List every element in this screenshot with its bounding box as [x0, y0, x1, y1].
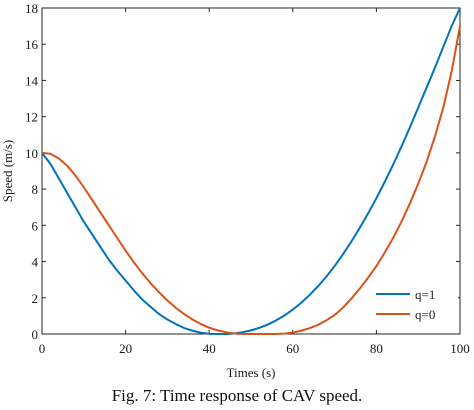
y-tick-label: 0	[32, 327, 39, 342]
x-axis-label: Times (s)	[226, 365, 275, 380]
tick-group: 0 20 40 60 80 100 0 2 4 6 8 10 12 14 16 18	[25, 1, 470, 356]
y-tick-label: 10	[25, 146, 38, 161]
y-tick-label: 14	[25, 73, 39, 88]
series-group	[41, 7, 461, 335]
y-tick-label: 4	[32, 255, 39, 270]
x-tick-label: 0	[39, 341, 46, 356]
y-axis-label: Speed (m/s)	[0, 140, 15, 202]
legend: q=1 q=0	[370, 284, 458, 324]
y-tick-label: 18	[25, 1, 38, 16]
series-line-q0	[41, 25, 461, 335]
x-tick-label: 100	[450, 341, 470, 356]
x-tick-label: 40	[203, 341, 216, 356]
y-tick-label: 2	[32, 291, 39, 306]
y-tick-label: 6	[32, 218, 39, 233]
legend-label-q1: q=1	[415, 287, 435, 302]
legend-box	[370, 284, 458, 324]
y-tick-label: 8	[32, 182, 39, 197]
x-tick-label: 20	[119, 341, 132, 356]
x-tick-label: 80	[370, 341, 383, 356]
legend-label-q0: q=0	[415, 307, 435, 322]
figure-caption: Fig. 7: Time response of CAV speed.	[111, 386, 363, 405]
y-tick-label: 12	[25, 110, 38, 125]
y-tick-label: 16	[25, 37, 39, 52]
x-tick-label: 60	[286, 341, 299, 356]
series-line-q1	[41, 7, 461, 335]
